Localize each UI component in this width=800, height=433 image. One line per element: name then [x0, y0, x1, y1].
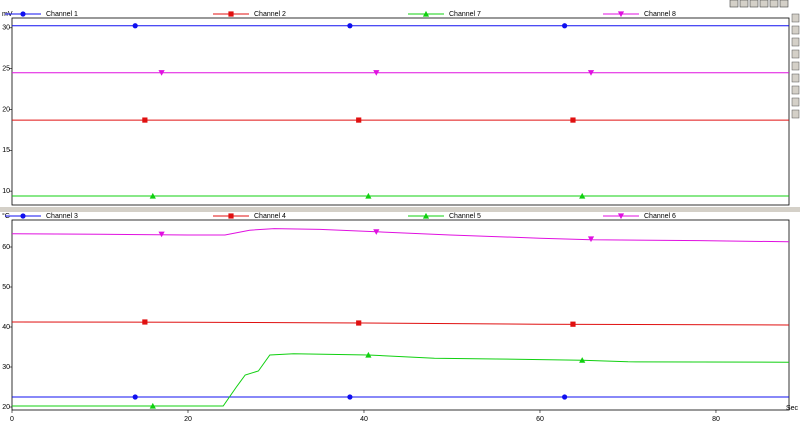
- x-tick-label: 0: [10, 416, 14, 423]
- legend-marker: [228, 213, 234, 219]
- marker: [587, 70, 595, 76]
- marker: [562, 23, 568, 29]
- legend-label: Channel 8: [644, 11, 676, 18]
- legend-marker: [422, 212, 430, 219]
- tool-button[interactable]: [791, 73, 800, 83]
- tool-button[interactable]: [791, 37, 800, 47]
- legend-marker: [20, 11, 26, 17]
- y-tick-label: 50: [2, 284, 10, 291]
- marker: [579, 192, 586, 199]
- y-tick-label: 60: [2, 244, 10, 251]
- marker: [587, 236, 595, 243]
- marker: [579, 357, 586, 363]
- marker: [570, 117, 576, 123]
- plot-frame: [11, 17, 790, 206]
- tool-button[interactable]: [769, 0, 779, 8]
- marker: [158, 70, 165, 76]
- tool-button[interactable]: [749, 0, 759, 8]
- series-line: [11, 321, 790, 326]
- toolbar: [729, 0, 789, 8]
- side-toolbar: [791, 13, 800, 119]
- marker: [347, 394, 353, 400]
- marker: [365, 192, 372, 199]
- marker: [158, 231, 165, 238]
- tool-button[interactable]: [739, 0, 749, 8]
- tool-button[interactable]: [791, 85, 800, 95]
- marker: [142, 319, 148, 325]
- x-tick-label: 40: [360, 416, 368, 423]
- marker: [142, 117, 148, 123]
- y-tick-label: 20: [2, 404, 10, 411]
- plot-frame: [11, 219, 790, 411]
- legend-label: Channel 6: [644, 213, 676, 220]
- tool-button[interactable]: [791, 13, 800, 23]
- tool-button[interactable]: [791, 109, 800, 119]
- x-tick-label: 80: [712, 416, 720, 423]
- y-tick-label: 25: [2, 65, 10, 72]
- marker: [562, 394, 568, 400]
- legend-marker: [617, 11, 625, 18]
- marker: [132, 23, 138, 29]
- legend-label: Channel 5: [449, 213, 481, 220]
- legend-marker: [20, 213, 26, 219]
- x-tick-label: 20: [184, 416, 192, 423]
- legend-marker: [228, 11, 234, 17]
- marker: [149, 192, 156, 199]
- y-tick-label: 15: [2, 147, 10, 154]
- y-tick-label: 30: [2, 25, 10, 32]
- y-tick-label: 40: [2, 324, 10, 331]
- tool-button[interactable]: [759, 0, 769, 8]
- marker: [365, 351, 372, 358]
- tool-button[interactable]: [791, 97, 800, 107]
- marker: [149, 402, 156, 409]
- legend-label: Channel 3: [46, 213, 78, 220]
- tool-button[interactable]: [779, 0, 789, 8]
- legend-label: Channel 7: [449, 11, 481, 18]
- separator: [0, 207, 800, 212]
- y-tick-label: 20: [2, 106, 10, 113]
- marker: [347, 23, 353, 29]
- marker: [132, 394, 138, 400]
- tool-button[interactable]: [791, 49, 800, 59]
- legend-marker: [422, 10, 430, 17]
- legend-label: Channel 1: [46, 11, 78, 18]
- marker: [356, 117, 362, 123]
- marker: [373, 70, 380, 76]
- marker: [373, 229, 380, 235]
- tool-button[interactable]: [791, 25, 800, 35]
- x-axis-label: Sec: [786, 405, 799, 412]
- marker: [570, 321, 576, 327]
- legend-label: Channel 2: [254, 11, 286, 18]
- y-tick-label: 10: [2, 188, 10, 195]
- marker: [356, 320, 362, 326]
- tool-button[interactable]: [791, 61, 800, 71]
- tool-button[interactable]: [729, 0, 739, 8]
- x-tick-label: 60: [536, 416, 544, 423]
- y-tick-label: 30: [2, 364, 10, 371]
- legend-label: Channel 4: [254, 213, 286, 220]
- legend-marker: [617, 213, 625, 220]
